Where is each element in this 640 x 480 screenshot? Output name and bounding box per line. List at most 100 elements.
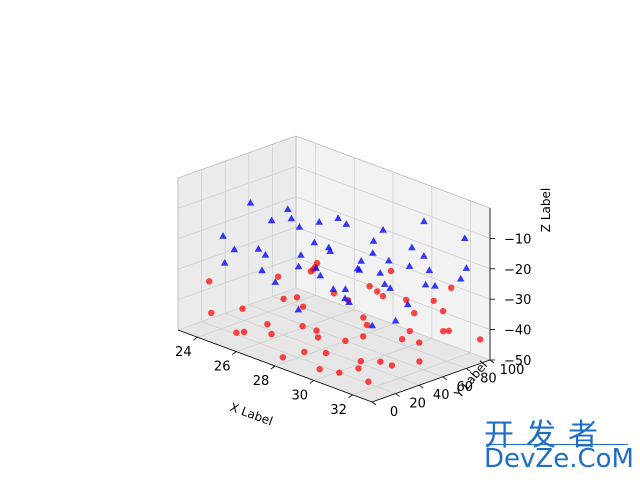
data-point-circle bbox=[314, 334, 322, 341]
data-point-triangle bbox=[461, 234, 469, 241]
y-tick-label: 60 bbox=[457, 380, 474, 395]
data-point-triangle bbox=[386, 284, 394, 291]
data-point-circle bbox=[416, 358, 423, 365]
x-tick-label: 26 bbox=[214, 360, 231, 375]
grid-line-x-floor bbox=[197, 294, 316, 338]
data-point-triangle bbox=[385, 256, 393, 264]
data-point-circle bbox=[448, 284, 455, 291]
grid-line-z-side bbox=[177, 287, 297, 331]
x-axis-label: X Label bbox=[228, 400, 275, 428]
y-tick-mark bbox=[371, 401, 377, 406]
data-point-triangle bbox=[342, 220, 351, 227]
grid-line-z-back bbox=[295, 226, 491, 300]
data-point-triangle bbox=[456, 274, 465, 282]
watermark-divider bbox=[486, 444, 628, 445]
data-point-triangle bbox=[284, 205, 292, 212]
data-point-triangle bbox=[380, 280, 389, 287]
data-point-triangle bbox=[246, 199, 255, 206]
grid-line-z-back bbox=[295, 166, 491, 239]
grid-lines bbox=[177, 136, 491, 403]
data-point-triangle bbox=[287, 214, 296, 222]
data-point-circle bbox=[280, 295, 287, 303]
data-point-circle bbox=[313, 259, 321, 267]
data-point-triangle bbox=[462, 264, 471, 271]
data-point-circle bbox=[336, 369, 343, 376]
data-point-triangle bbox=[261, 251, 270, 258]
data-point-triangle bbox=[420, 217, 428, 225]
data-point-circle bbox=[360, 333, 367, 340]
data-point-circle bbox=[379, 292, 387, 300]
grid-line-x-floor bbox=[313, 338, 432, 381]
data-point-triangle bbox=[376, 269, 384, 276]
data-point-triangle bbox=[258, 266, 266, 274]
grid-line-z-side bbox=[177, 166, 297, 209]
data-point-triangle bbox=[315, 218, 323, 225]
data-point-circle bbox=[355, 365, 362, 372]
z-tick-label: −40 bbox=[504, 324, 531, 339]
grid-line-x-floor bbox=[352, 352, 471, 396]
grid-line-z-side bbox=[177, 257, 297, 300]
x-tick-label: 30 bbox=[292, 388, 309, 403]
data-point-triangle bbox=[425, 266, 434, 274]
y-axis-line bbox=[371, 359, 491, 403]
x-tick-mark bbox=[270, 365, 276, 370]
y-tick-label: 100 bbox=[500, 363, 525, 378]
grid-line-x-floor bbox=[236, 309, 355, 352]
data-point-circle bbox=[363, 321, 371, 329]
data-point-circle bbox=[445, 327, 452, 335]
data-point-triangle bbox=[345, 298, 353, 305]
y-tick-label: 80 bbox=[480, 371, 497, 386]
data-point-circle bbox=[299, 303, 307, 310]
grid-line-z-side bbox=[177, 226, 297, 270]
z-tick-label: −30 bbox=[504, 293, 531, 308]
data-point-circle bbox=[268, 330, 275, 338]
x-tick-label: 24 bbox=[175, 345, 192, 360]
data-point-triangle bbox=[341, 294, 349, 302]
data-point-circle bbox=[387, 267, 395, 275]
pane-edge bbox=[177, 135, 297, 179]
data-point-triangle bbox=[312, 264, 320, 271]
data-point-circle bbox=[299, 323, 306, 330]
data-point-circle bbox=[313, 327, 320, 334]
data-point-triangle bbox=[295, 223, 304, 230]
data-point-triangle bbox=[368, 321, 376, 329]
data-point-triangle bbox=[420, 252, 428, 259]
grid-line-z-back bbox=[295, 257, 491, 330]
pane-edge bbox=[295, 135, 491, 209]
data-point-triangle bbox=[329, 285, 338, 292]
data-point-circle bbox=[477, 336, 484, 343]
z-axis-label: Z Label bbox=[539, 188, 553, 232]
data-point-circle bbox=[233, 329, 240, 336]
z-tick-label: −10 bbox=[504, 232, 531, 247]
grid-line-z-side bbox=[177, 196, 297, 240]
data-point-triangle bbox=[408, 243, 416, 251]
data-point-circle bbox=[439, 307, 447, 315]
data-point-triangle bbox=[219, 232, 227, 239]
data-point-circle bbox=[316, 366, 323, 373]
data-point-circle bbox=[342, 337, 349, 344]
axis-lines bbox=[177, 135, 495, 406]
data-point-circle bbox=[264, 321, 271, 328]
data-point-circle bbox=[388, 362, 396, 369]
data-point-triangle bbox=[294, 305, 303, 313]
data-point-triangle bbox=[431, 282, 439, 289]
grid-line-x-floor bbox=[274, 323, 394, 367]
data-point-circle bbox=[377, 358, 384, 365]
data-point-circle bbox=[307, 268, 314, 275]
data-point-triangle bbox=[297, 251, 305, 258]
data-point-circle bbox=[279, 354, 287, 361]
x-tick-label: 28 bbox=[253, 374, 270, 389]
y-tick-label: 20 bbox=[409, 397, 426, 412]
data-point-circle bbox=[322, 349, 330, 357]
y-tick-mark bbox=[418, 384, 424, 389]
grid-line-z-back bbox=[295, 196, 491, 270]
y-tick-mark bbox=[489, 359, 495, 364]
data-point-triangle bbox=[369, 249, 377, 256]
y-tick-label: 40 bbox=[433, 388, 450, 403]
x-tick-label: 32 bbox=[330, 403, 347, 418]
y-tick-label: 0 bbox=[390, 405, 398, 420]
data-point-circle bbox=[208, 309, 215, 317]
z-tick-label: −20 bbox=[504, 263, 531, 278]
